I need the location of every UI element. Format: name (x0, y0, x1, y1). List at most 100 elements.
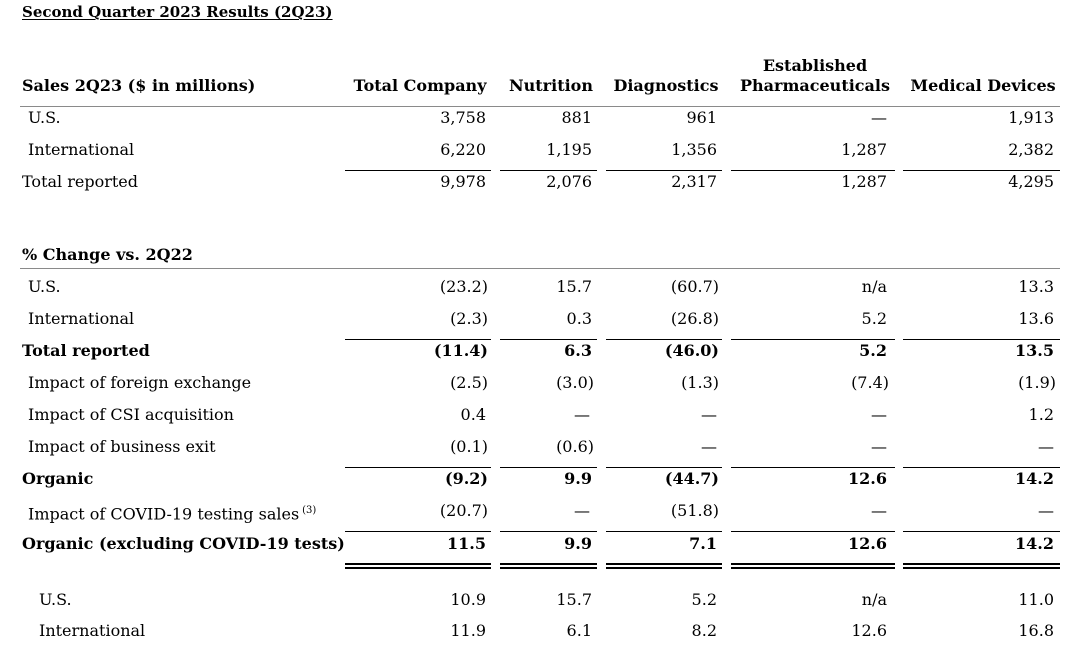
cell-nutrition: 9.9 (564, 469, 592, 488)
cell-nutrition: 9.9 (564, 534, 592, 553)
footnote-marker: (3) (302, 505, 317, 516)
sales-header-label: Sales 2Q23 ($ in millions) (22, 76, 256, 95)
cell-diagnostics: (46.0) (664, 341, 719, 360)
double-rule (903, 563, 1060, 565)
cell-established: — (871, 501, 887, 520)
row-label: International (28, 140, 135, 159)
total-rule (500, 339, 597, 340)
cell-established: 12.6 (848, 534, 887, 553)
double-rule (500, 563, 597, 565)
double-rule (731, 567, 895, 569)
cell-established: 12.6 (851, 621, 887, 640)
cell-medical-devices: 1,913 (1008, 108, 1054, 127)
cell-total-company: (23.2) (439, 277, 488, 296)
cell-medical-devices: 4,295 (1008, 172, 1054, 191)
cell-established: 1,287 (841, 172, 887, 191)
row-label: U.S. (28, 108, 61, 127)
row-label: Total reported (22, 172, 139, 191)
cell-medical-devices: 11.0 (1018, 590, 1054, 609)
cell-nutrition: 6.1 (566, 621, 592, 640)
cell-total-company: 9,978 (440, 172, 486, 191)
cell-nutrition: 6.3 (564, 341, 592, 360)
total-rule (731, 467, 895, 468)
table-row: International (2.3) 0.3 (26.8) 5.2 13.6 (0, 308, 1080, 330)
cell-diagnostics: 8.2 (691, 621, 717, 640)
row-label: U.S. (39, 590, 72, 609)
cell-diagnostics: (1.3) (681, 373, 719, 392)
total-rule (606, 170, 722, 171)
cell-nutrition: (3.0) (556, 373, 594, 392)
cell-medical-devices: — (1038, 501, 1054, 520)
cell-nutrition: 15.7 (556, 277, 592, 296)
cell-total-company: 11.9 (450, 621, 486, 640)
cell-nutrition: 881 (561, 108, 592, 127)
cell-established: — (871, 108, 887, 127)
table-row: Total reported 9,978 2,076 2,317 1,287 4… (0, 171, 1080, 193)
cell-medical-devices: 13.6 (1018, 309, 1054, 328)
total-rule (500, 467, 597, 468)
double-rule (731, 563, 895, 565)
cell-medical-devices: 1.2 (1028, 405, 1054, 424)
cell-total-company: (11.4) (433, 341, 488, 360)
double-rule (345, 563, 491, 565)
row-label: U.S. (28, 277, 61, 296)
table-row: Impact of foreign exchange (2.5) (3.0) (… (0, 372, 1080, 394)
cell-total-company: (20.7) (439, 501, 488, 520)
cell-medical-devices: (1.9) (1018, 373, 1056, 392)
table-row: International 11.9 6.1 8.2 12.6 16.8 (0, 620, 1080, 642)
header-rule (20, 106, 1060, 107)
cell-medical-devices: — (1038, 437, 1054, 456)
double-rule (606, 567, 722, 569)
total-rule (606, 467, 722, 468)
cell-nutrition: — (574, 501, 590, 520)
total-rule (903, 170, 1060, 171)
page-title: Second Quarter 2023 Results (2Q23) (22, 3, 333, 21)
cell-medical-devices: 13.3 (1018, 277, 1054, 296)
total-rule (345, 531, 491, 532)
total-rule (606, 531, 722, 532)
row-label: Total reported (22, 341, 150, 360)
cell-established: 5.2 (859, 341, 887, 360)
total-rule (606, 339, 722, 340)
cell-diagnostics: 7.1 (689, 534, 717, 553)
cell-established: — (871, 405, 887, 424)
table-row: U.S. 3,758 881 961 — 1,913 (0, 107, 1080, 129)
row-label: Impact of CSI acquisition (28, 405, 234, 424)
table-row: Organic (9.2) 9.9 (44.7) 12.6 14.2 (0, 468, 1080, 490)
cell-diagnostics: (51.8) (670, 501, 719, 520)
cell-medical-devices: 2,382 (1008, 140, 1054, 159)
col-header-total-company: Total Company (353, 76, 487, 95)
total-rule (500, 170, 597, 171)
total-rule (500, 531, 597, 532)
section-rule (20, 268, 1060, 269)
table-row: Total reported (11.4) 6.3 (46.0) 5.2 13.… (0, 340, 1080, 362)
table-row: Organic (excluding COVID-19 tests) 11.5 … (0, 533, 1080, 555)
col-header-nutrition: Nutrition (509, 76, 593, 95)
double-rule (606, 563, 722, 565)
cell-diagnostics: (44.7) (664, 469, 719, 488)
cell-total-company: 11.5 (447, 534, 486, 553)
table-row: Impact of business exit (0.1) (0.6) — — … (0, 436, 1080, 458)
cell-nutrition: 15.7 (556, 590, 592, 609)
table-row: International 6,220 1,195 1,356 1,287 2,… (0, 139, 1080, 161)
cell-total-company: (2.3) (450, 309, 488, 328)
cell-nutrition: 2,076 (546, 172, 592, 191)
cell-diagnostics: 2,317 (671, 172, 717, 191)
table-row: U.S. 10.9 15.7 5.2 n/a 11.0 (0, 589, 1080, 611)
cell-nutrition: (0.6) (556, 437, 594, 456)
cell-medical-devices: 13.5 (1015, 341, 1054, 360)
cell-medical-devices: 14.2 (1015, 534, 1054, 553)
cell-established: 1,287 (841, 140, 887, 159)
total-rule (903, 531, 1060, 532)
table-row: Impact of CSI acquisition 0.4 — — — 1.2 (0, 404, 1080, 426)
cell-total-company: 10.9 (450, 590, 486, 609)
total-rule (731, 531, 895, 532)
col-header-medical-devices: Medical Devices (910, 76, 1056, 95)
cell-total-company: 3,758 (440, 108, 486, 127)
cell-established: — (871, 437, 887, 456)
cell-medical-devices: 16.8 (1018, 621, 1054, 640)
double-rule (345, 567, 491, 569)
cell-established: 12.6 (848, 469, 887, 488)
row-label: Organic (excluding COVID-19 tests) (22, 534, 345, 553)
